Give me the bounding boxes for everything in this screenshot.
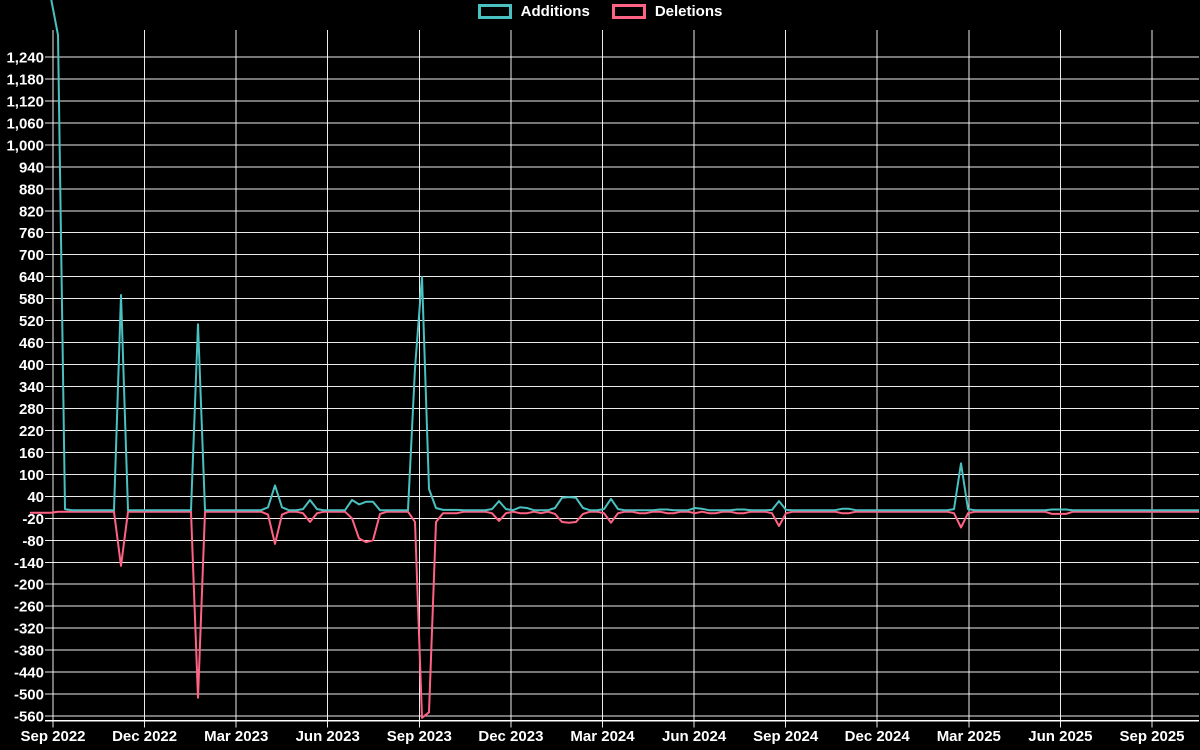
y-tick-label: 520 [19, 313, 44, 330]
y-tick-label: 640 [19, 269, 44, 286]
x-tick-label: Sep 2024 [753, 728, 819, 745]
x-tick-label: Sep 2023 [387, 728, 452, 745]
chart-legend: Additions Deletions [0, 4, 1200, 19]
y-tick-label: 160 [19, 445, 44, 462]
y-tick-label: -260 [14, 599, 44, 616]
x-tick-label: Jun 2024 [662, 728, 727, 745]
x-tick-label: Mar 2024 [570, 728, 635, 745]
y-tick-label: 700 [19, 247, 44, 264]
legend-label-deletions: Deletions [654, 3, 723, 20]
y-tick-label: -80 [22, 533, 44, 550]
y-tick-label: 1,000 [6, 137, 44, 154]
y-tick-label: -140 [14, 555, 44, 572]
x-tick-label: Jun 2025 [1028, 728, 1092, 745]
y-tick-label: -440 [14, 665, 44, 682]
y-tick-label: 100 [19, 467, 44, 484]
y-tick-label: 340 [19, 379, 44, 396]
deletions-swatch-icon [611, 4, 646, 19]
legend-item-additions[interactable]: Additions [477, 3, 590, 20]
y-tick-label: -500 [14, 687, 44, 704]
x-tick-labels: Sep 2022 Dec 2022 Mar 2023 Jun 2023 Sep 2023… [20, 728, 1184, 745]
y-tick-label: 880 [19, 181, 44, 198]
additions-line [50, 0, 1199, 512]
y-tick-label: 400 [19, 357, 44, 374]
y-tick-label: -200 [14, 577, 44, 594]
y-tick-label: -320 [14, 621, 44, 638]
x-tick-label: Mar 2023 [204, 728, 268, 745]
y-tick-label: 940 [19, 159, 44, 176]
y-tick-label: -20 [22, 511, 44, 528]
x-tick-label: Mar 2025 [937, 728, 1001, 745]
y-tick-label: 280 [19, 401, 44, 418]
additions-swatch-icon [477, 4, 512, 19]
y-tick-label: 40 [27, 489, 44, 506]
x-tick-label: Jun 2023 [296, 728, 360, 745]
y-tick-label: 1,120 [6, 93, 44, 110]
legend-label-additions: Additions [520, 3, 590, 20]
y-tick-label: 1,060 [6, 115, 44, 132]
y-tick-label: -380 [14, 643, 44, 660]
x-tick-label: Dec 2022 [112, 728, 177, 745]
y-tick-label: 760 [19, 225, 44, 242]
y-gridlines [45, 56, 1199, 717]
x-tick-label: Sep 2025 [1119, 728, 1184, 745]
x-gridlines [52, 30, 1153, 728]
y-tick-labels: 1,240 1,180 1,120 1,060 1,000 940 880 820 760 700… [6, 50, 44, 726]
y-tick-label: 220 [19, 423, 44, 440]
y-tick-label: 580 [19, 291, 44, 308]
y-tick-label: -560 [14, 709, 44, 726]
y-tick-label: 820 [19, 203, 44, 220]
y-tick-label: 460 [19, 335, 44, 352]
legend-item-deletions[interactable]: Deletions [611, 3, 723, 20]
y-tick-label: 1,240 [6, 50, 44, 67]
x-tick-label: Sep 2022 [20, 728, 85, 745]
x-tick-label: Dec 2024 [845, 728, 911, 745]
y-tick-label: 1,180 [6, 72, 44, 89]
x-tick-label: Dec 2023 [478, 728, 543, 745]
deletions-line [30, 510, 1199, 719]
